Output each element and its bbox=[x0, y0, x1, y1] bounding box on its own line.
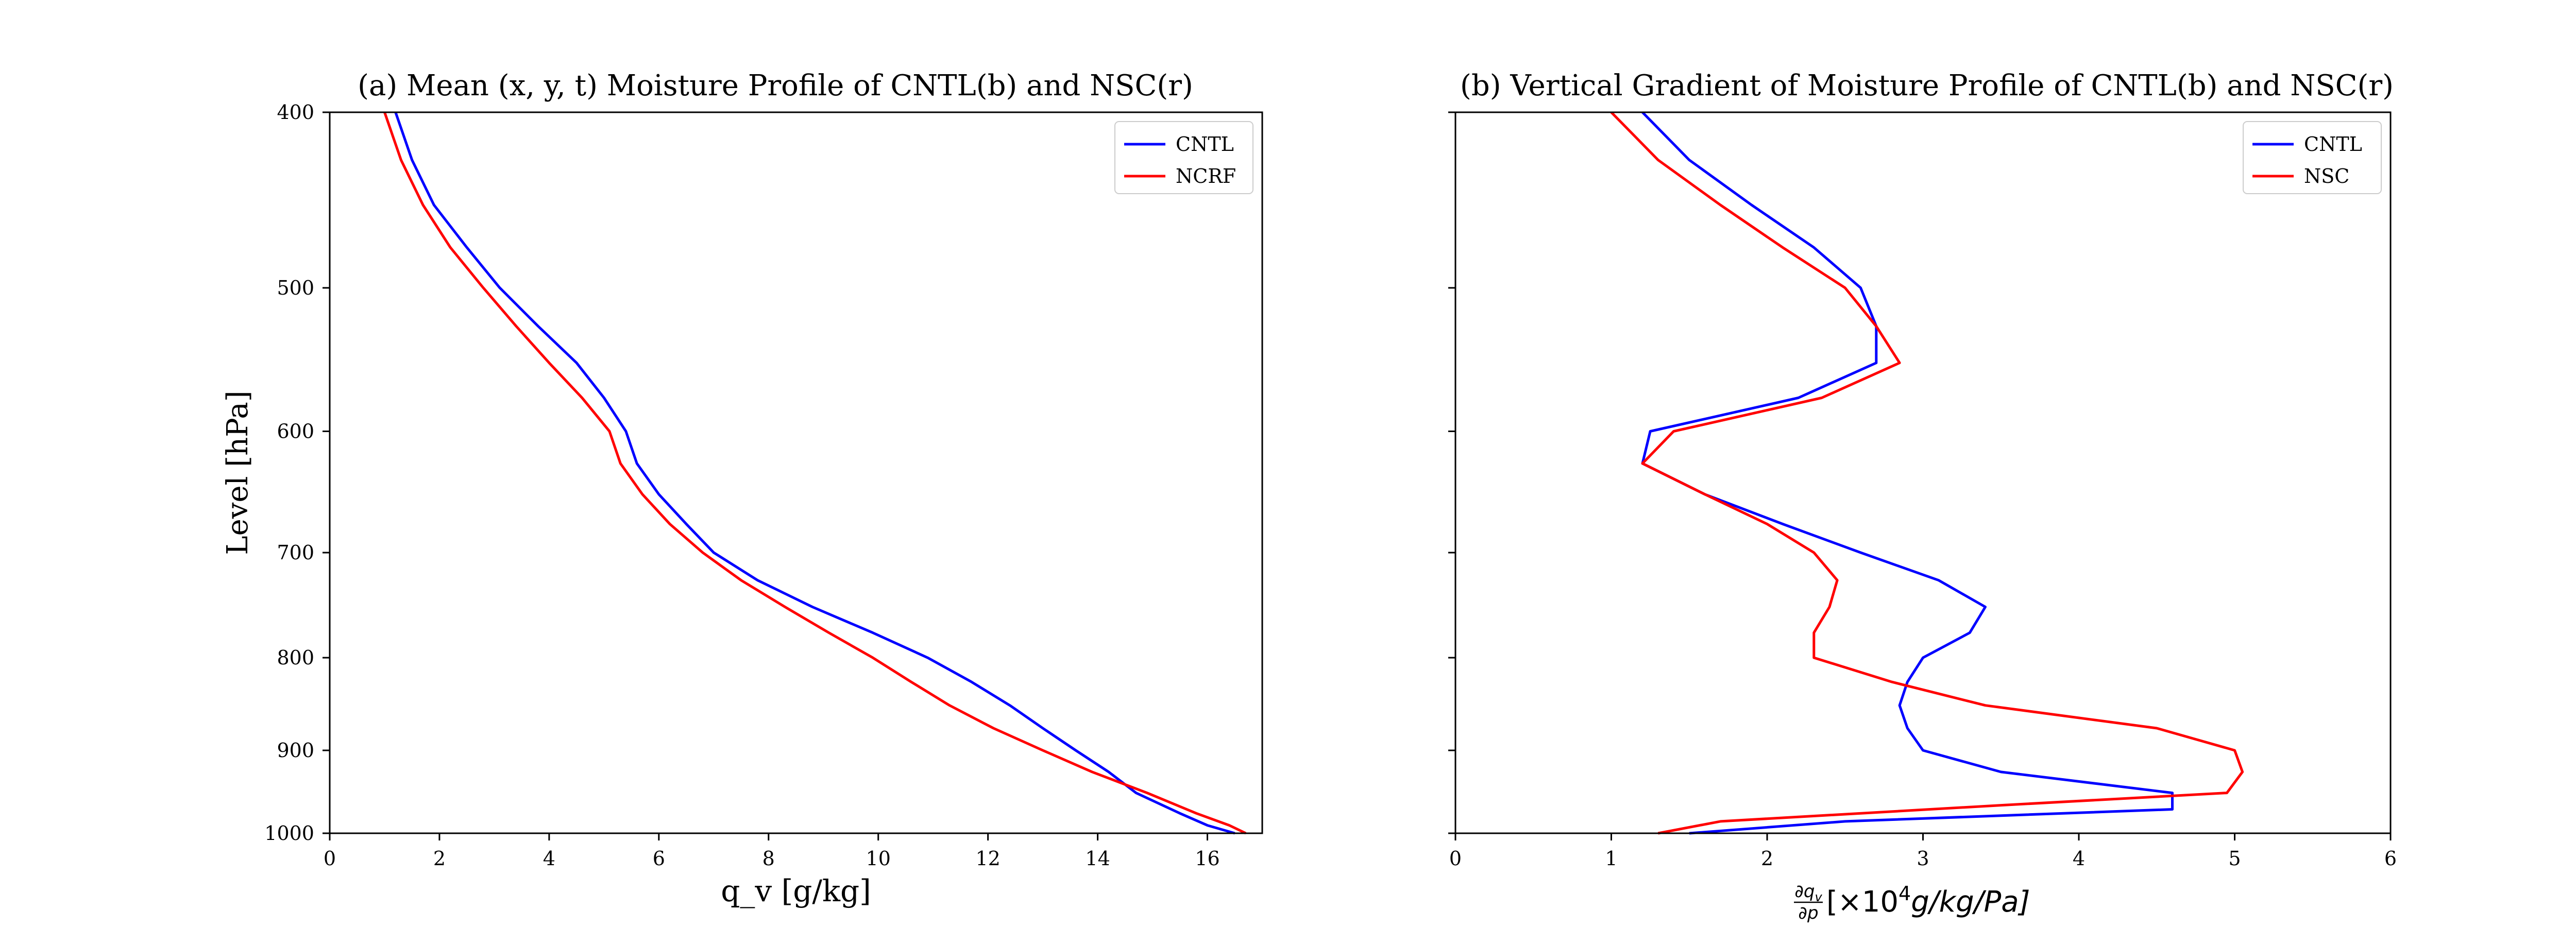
panel-b-x-ticks: 0 1 2 3 4 5 6 bbox=[1449, 833, 2397, 870]
panel-a-y-tick-label: 900 bbox=[277, 739, 314, 762]
panel-b-x-tick-label: 0 bbox=[1449, 847, 1462, 870]
panel-a-x-tick-label: 14 bbox=[1085, 847, 1110, 870]
panel-b-x-tick-label: 3 bbox=[1917, 847, 1929, 870]
panel-b-x-tick-label: 5 bbox=[2228, 847, 2241, 870]
panel-b-x-tick-label: 1 bbox=[1605, 847, 1617, 870]
panel-a-series-ncrf-line bbox=[383, 112, 1247, 835]
panel-a-x-tick-label: 12 bbox=[975, 847, 1000, 870]
panel-b-y-ticks bbox=[1448, 111, 1455, 834]
panel-a-x-tick-label: 8 bbox=[762, 847, 775, 870]
panel-a-x-tick-label: 6 bbox=[653, 847, 665, 870]
panel-a-x-tick-label: 0 bbox=[324, 847, 336, 870]
panel-b-x-tick-label: 6 bbox=[2384, 847, 2397, 870]
panel-a-x-ticks: 0 2 4 6 8 10 12 14 16 bbox=[324, 833, 1220, 870]
panel-a-x-tick-label: 2 bbox=[433, 847, 446, 870]
panel-b-title: (b) Vertical Gradient of Moisture Profil… bbox=[1460, 69, 2394, 102]
panel-a-y-tick-label: 400 bbox=[277, 101, 314, 124]
panel-a-xlabel: q_v [g/kg] bbox=[721, 873, 871, 908]
panel-a-y-tick-label: 700 bbox=[277, 541, 314, 564]
panel-b-legend-label-nsc: NSC bbox=[2304, 165, 2349, 187]
panel-a-frame bbox=[329, 111, 1263, 834]
panel-b-xlabel-numerator: ∂qv bbox=[1794, 881, 1822, 904]
panel-a-xlabel-text: q_v [g/kg] bbox=[721, 873, 871, 908]
panel-a-legend: CNTL NCRF bbox=[1114, 121, 1253, 194]
panel-b-xlabel-units: [×104g/kg/Pa] bbox=[1826, 882, 2030, 919]
panel-a-marks bbox=[383, 112, 1247, 835]
panel-a-y-tick-label: 600 bbox=[277, 420, 314, 443]
panel-b-xlabel-denominator: ∂p bbox=[1798, 903, 1818, 923]
panel-a-x-tick-label: 16 bbox=[1195, 847, 1219, 870]
panel-a-legend-label-cntl: CNTL bbox=[1176, 133, 1234, 156]
panel-a-title: (a) Mean (x, y, t) Moisture Profile of C… bbox=[358, 69, 1193, 102]
panel-a-x-tick-label: 4 bbox=[543, 847, 555, 870]
panel-a-series-cntl-line bbox=[394, 112, 1235, 835]
panel-b-legend-label-cntl: CNTL bbox=[2304, 133, 2362, 156]
panel-a-y-tick-label: 800 bbox=[277, 646, 314, 669]
panel-b: (b) Vertical Gradient of Moisture Profil… bbox=[1448, 69, 2397, 923]
panel-a-y-tick-label: 500 bbox=[277, 277, 314, 299]
panel-b-series-cntl-line bbox=[1641, 111, 2174, 835]
panel-a-y-ticks: 400 500 600 700 800 900 1000 bbox=[264, 101, 330, 845]
panel-a-legend-label-ncrf: NCRF bbox=[1176, 165, 1236, 187]
panel-b-x-tick-label: 4 bbox=[2073, 847, 2085, 870]
panel-b-x-tick-label: 2 bbox=[1761, 847, 1773, 870]
panel-b-marks bbox=[1610, 111, 2244, 835]
panel-b-series-nsc-line bbox=[1610, 111, 2244, 835]
panel-a: (a) Mean (x, y, t) Moisture Profile of C… bbox=[221, 69, 1263, 908]
panel-a-ylabel: Level [hPa] bbox=[221, 390, 255, 555]
panel-b-xlabel: ∂qv ∂p [×104g/kg/Pa] bbox=[1794, 881, 2030, 923]
panel-b-legend: CNTL NSC bbox=[2243, 121, 2382, 194]
panel-a-y-tick-label: 1000 bbox=[264, 822, 314, 845]
panel-a-x-tick-label: 10 bbox=[866, 847, 891, 870]
